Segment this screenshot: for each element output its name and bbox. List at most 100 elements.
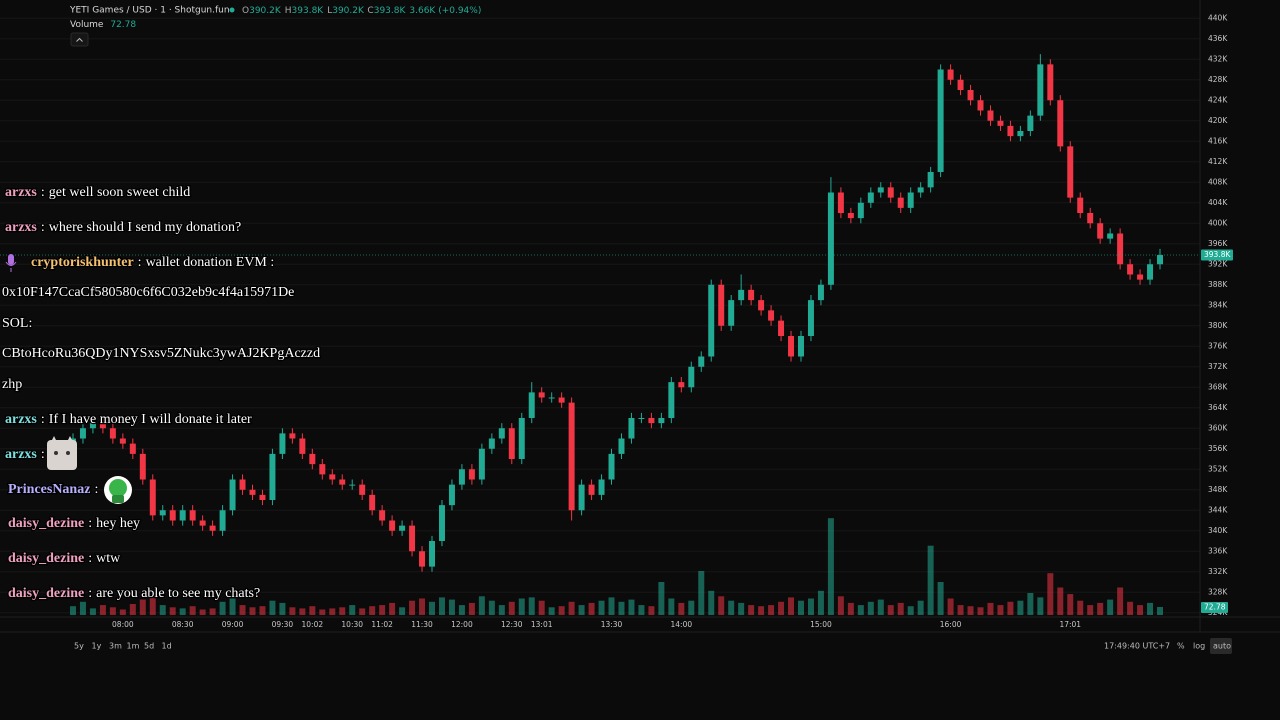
scale-button[interactable]: auto (1213, 642, 1231, 651)
x-tick-label: 09:00 (222, 620, 244, 629)
candle-body (558, 397, 565, 403)
range-button[interactable]: 1m (127, 642, 140, 651)
volume-bar (937, 582, 944, 615)
volume-bar (758, 606, 765, 615)
y-tick-label: 416K (1208, 136, 1228, 145)
chat-username: daisy_dezine (8, 516, 84, 531)
candle-body (219, 510, 226, 531)
chat-message: daisy_dezine: hey hey (8, 516, 140, 531)
volume-bar (718, 596, 725, 615)
auto-button-bg[interactable] (1210, 638, 1232, 654)
candle-body (249, 489, 256, 495)
chat-separator: : (88, 551, 92, 566)
volume-bar (907, 606, 914, 615)
volume-tag-label: 72.78 (1204, 603, 1226, 612)
collapse-icon[interactable] (76, 37, 83, 42)
last-price-tag (1201, 249, 1233, 261)
volume-bar (728, 600, 735, 615)
chat-separator: : (138, 255, 142, 270)
chat-text: wtw (96, 551, 121, 566)
candle-body (548, 397, 555, 399)
status-dot (229, 7, 235, 13)
volume-bar (1047, 573, 1054, 615)
volume-bar (319, 609, 326, 615)
y-tick-label: 344K (1208, 505, 1228, 514)
candle-body (907, 192, 914, 208)
volume-bar (209, 608, 216, 615)
candle-body (648, 418, 655, 424)
candle-body (927, 172, 934, 188)
candle-body (498, 428, 505, 439)
volume-bar (827, 518, 834, 615)
candle-body (1137, 274, 1144, 280)
volume-bar (688, 600, 695, 615)
volume-bar (239, 605, 246, 615)
scale-button[interactable]: log (1193, 642, 1205, 651)
emote-body (112, 495, 124, 503)
collapse-button[interactable] (70, 32, 89, 47)
y-tick-label: 356K (1208, 444, 1228, 453)
grid (0, 17, 1200, 614)
scale-button[interactable]: % (1177, 642, 1185, 651)
volume-bar (488, 600, 495, 615)
volume-bar (628, 599, 635, 615)
volume-bar (1057, 587, 1064, 615)
x-tick-label: 09:30 (272, 620, 294, 629)
cat-ear (66, 436, 74, 444)
candle-body (429, 541, 435, 567)
candle-body (1107, 233, 1114, 239)
volume-bar (1027, 593, 1034, 615)
candle-body (827, 192, 834, 285)
mic-stand (5, 261, 17, 272)
volume-bar (867, 601, 874, 615)
range-button[interactable]: 1d (162, 642, 172, 651)
x-tick-label: 10:02 (302, 620, 324, 629)
legend-key: L (327, 6, 332, 16)
candle-body (1007, 125, 1014, 137)
chat-text: get well soon sweet child (49, 185, 191, 200)
y-tick-label: 336K (1208, 546, 1228, 555)
candle-body (758, 300, 765, 311)
legend-value: 390.2K (332, 6, 365, 16)
candle-body (1097, 223, 1104, 239)
volume-bar (588, 602, 595, 615)
range-button[interactable]: 3m (109, 642, 122, 651)
candle-body (139, 453, 146, 480)
y-tick-label: 432K (1208, 54, 1228, 63)
volume-bar (199, 609, 206, 615)
candle-body (1017, 131, 1024, 137)
candle-body (359, 484, 366, 495)
volume-bar (618, 601, 625, 615)
candle-body (99, 423, 106, 429)
volume-bar (877, 599, 884, 615)
volume-bar (698, 571, 705, 615)
candle-body (708, 284, 715, 357)
range-button[interactable]: 5y (74, 642, 84, 651)
candle-body (847, 213, 854, 219)
candle-body (419, 551, 426, 567)
y-tick-label: 380K (1208, 321, 1228, 330)
candle-body (1127, 264, 1134, 275)
volume-bar (299, 608, 306, 615)
cat-eye (54, 451, 58, 455)
volume-bar (528, 597, 535, 615)
volume-bar (399, 607, 406, 615)
candle-body (528, 392, 535, 418)
collapse-box[interactable] (70, 32, 89, 47)
volume-bar (668, 598, 675, 615)
volume-bar (598, 600, 605, 615)
x-tick-label: 08:00 (112, 620, 134, 629)
range-button[interactable]: 5d (144, 642, 154, 651)
volume-bar (578, 605, 585, 615)
volume-bar (1097, 602, 1104, 615)
volume-bar (1067, 594, 1074, 615)
y-tick-label: 412K (1208, 157, 1228, 166)
range-button[interactable]: 1y (92, 642, 102, 651)
candle-body (1067, 146, 1074, 198)
chat-separator: : (41, 220, 45, 235)
volume-bar (847, 602, 854, 615)
volume-bar (678, 602, 685, 615)
candle-body (977, 100, 984, 111)
candle-body (129, 443, 136, 454)
volume-bar (99, 605, 106, 615)
